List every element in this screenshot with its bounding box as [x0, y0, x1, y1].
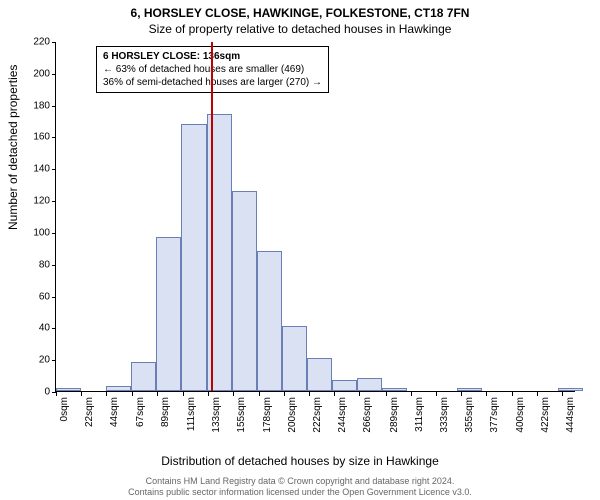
- x-tick-label: 289sqm: [389, 397, 400, 433]
- x-tick-mark: [537, 392, 538, 396]
- y-tick-mark: [52, 233, 56, 234]
- x-tick-mark: [183, 392, 184, 396]
- x-tick-label: 377sqm: [489, 397, 500, 433]
- x-tick-mark: [386, 392, 387, 396]
- x-tick-label: 444sqm: [565, 397, 576, 433]
- x-tick-mark: [157, 392, 158, 396]
- x-tick-mark: [461, 392, 462, 396]
- histogram-bar: [382, 388, 407, 391]
- x-tick-label: 422sqm: [540, 397, 551, 433]
- reference-line: [211, 42, 213, 391]
- histogram-bar: [307, 358, 332, 391]
- x-tick-label: 266sqm: [362, 397, 373, 433]
- page-subtitle: Size of property relative to detached ho…: [0, 20, 600, 36]
- y-tick-mark: [52, 169, 56, 170]
- x-tick-mark: [512, 392, 513, 396]
- x-tick-label: 333sqm: [439, 397, 450, 433]
- x-tick-mark: [208, 392, 209, 396]
- y-tick-mark: [52, 360, 56, 361]
- y-tick-mark: [52, 201, 56, 202]
- x-tick-label: 133sqm: [211, 397, 222, 433]
- histogram-bar: [181, 124, 206, 391]
- y-tick-mark: [52, 328, 56, 329]
- x-tick-label: 155sqm: [236, 397, 247, 433]
- x-tick-mark: [562, 392, 563, 396]
- x-tick-label: 22sqm: [84, 397, 95, 427]
- footer-line-2: Contains public sector information licen…: [0, 487, 600, 498]
- x-tick-label: 111sqm: [186, 397, 197, 431]
- x-tick-mark: [334, 392, 335, 396]
- histogram-bar: [56, 388, 81, 391]
- x-tick-mark: [436, 392, 437, 396]
- y-tick-mark: [52, 297, 56, 298]
- x-tick-label: 311sqm: [414, 397, 425, 432]
- histogram-bar: [282, 326, 307, 391]
- y-tick-mark: [52, 42, 56, 43]
- y-tick-mark: [52, 106, 56, 107]
- x-tick-mark: [132, 392, 133, 396]
- plot-area: 6 HORSLEY CLOSE: 136sqm ← 63% of detache…: [55, 42, 575, 392]
- x-tick-label: 355sqm: [464, 397, 475, 433]
- x-tick-label: 89sqm: [160, 397, 171, 427]
- x-tick-mark: [309, 392, 310, 396]
- chart-container: 6, HORSLEY CLOSE, HAWKINGE, FOLKESTONE, …: [0, 0, 600, 500]
- histogram-bar: [232, 191, 257, 391]
- x-tick-mark: [81, 392, 82, 396]
- histogram-bar: [357, 378, 382, 391]
- x-axis-label: Distribution of detached houses by size …: [0, 454, 600, 468]
- histogram-bar: [457, 388, 482, 391]
- x-tick-mark: [106, 392, 107, 396]
- x-tick-label: 44sqm: [109, 397, 120, 427]
- y-tick-mark: [52, 265, 56, 266]
- x-tick-mark: [486, 392, 487, 396]
- x-tick-mark: [411, 392, 412, 396]
- x-tick-mark: [359, 392, 360, 396]
- x-tick-label: 244sqm: [337, 397, 348, 433]
- x-tick-label: 400sqm: [515, 397, 526, 433]
- y-tick-mark: [52, 74, 56, 75]
- x-tick-label: 178sqm: [262, 397, 273, 433]
- page-title: 6, HORSLEY CLOSE, HAWKINGE, FOLKESTONE, …: [0, 0, 600, 20]
- x-tick-label: 0sqm: [59, 397, 70, 421]
- x-tick-mark: [284, 392, 285, 396]
- x-tick-mark: [56, 392, 57, 396]
- histogram-bar: [106, 386, 131, 391]
- x-tick-mark: [233, 392, 234, 396]
- histogram-bar: [156, 237, 181, 391]
- histogram-bar: [558, 388, 583, 391]
- footer-line-1: Contains HM Land Registry data © Crown c…: [0, 476, 600, 487]
- x-tick-label: 222sqm: [312, 397, 323, 433]
- footer: Contains HM Land Registry data © Crown c…: [0, 476, 600, 498]
- x-tick-label: 67sqm: [135, 397, 146, 427]
- y-axis-label: Number of detached properties: [6, 65, 20, 230]
- y-tick-mark: [52, 137, 56, 138]
- histogram-bar: [257, 251, 282, 391]
- histogram-bar: [131, 362, 156, 391]
- x-tick-label: 200sqm: [287, 397, 298, 433]
- x-tick-mark: [259, 392, 260, 396]
- histogram-bar: [332, 380, 357, 391]
